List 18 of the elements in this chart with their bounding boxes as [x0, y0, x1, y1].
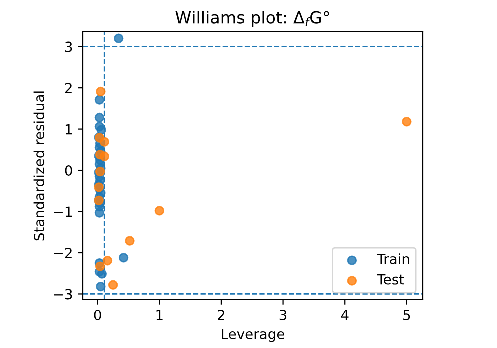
- x-tick-label: 1: [156, 310, 163, 320]
- y-tick-label: 3: [66, 42, 72, 52]
- x-tick-label: 3: [280, 310, 287, 320]
- y-tick-label: 2: [65, 83, 72, 94]
- y-tick-label: 0: [65, 166, 72, 176]
- y-tick-label: 1: [66, 124, 72, 135]
- x-tick-label: 5: [404, 310, 410, 320]
- chart-title: Williams plot: Δ$_{f}$G°: [176, 11, 330, 28]
- y-tick-label: −3: [54, 289, 72, 300]
- legend-label: Train: [377, 254, 410, 264]
- y-tick-label: −1: [54, 206, 72, 218]
- legend-label: Test: [377, 274, 404, 285]
- x-tick-label: 4: [341, 310, 349, 320]
- y-axis-title: Standardized residual: [34, 92, 45, 241]
- x-tick-label: 0: [94, 310, 102, 320]
- x-axis-title: Leverage: [222, 329, 284, 342]
- y-tick-label: −2: [54, 248, 72, 258]
- x-tick-label: 2: [218, 310, 224, 320]
